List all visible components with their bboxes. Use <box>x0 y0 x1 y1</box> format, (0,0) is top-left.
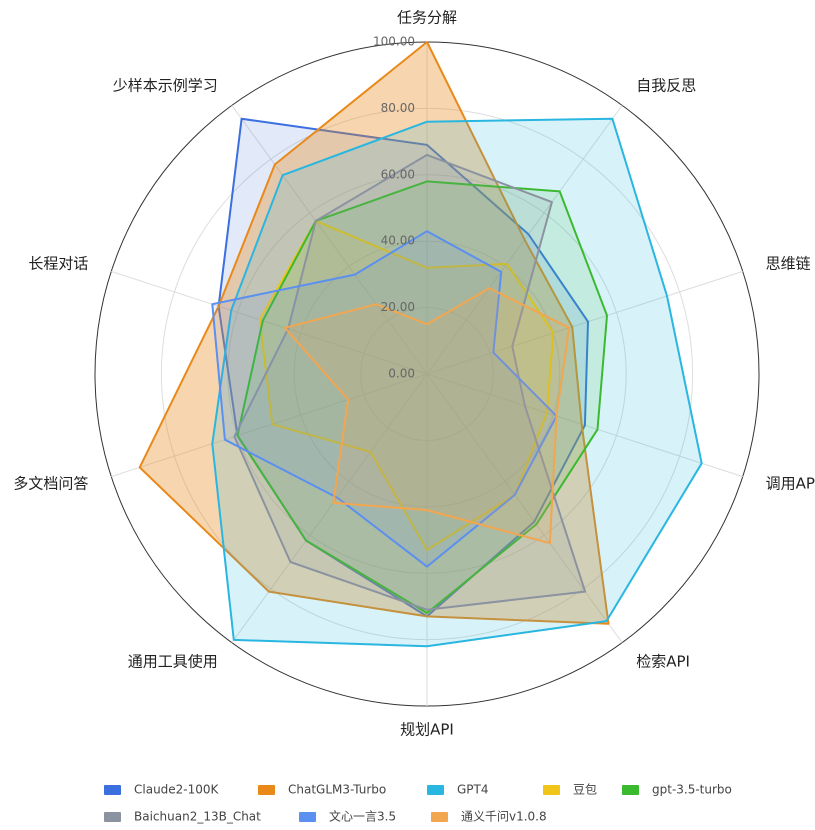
axis-label: 通用工具使用 <box>128 653 218 671</box>
tick-label: 80.00 <box>381 101 415 115</box>
series-area <box>258 219 555 551</box>
legend-swatch <box>427 785 444 795</box>
legend-swatch <box>543 785 560 795</box>
axis-label: 自我反思 <box>636 76 696 94</box>
legend-text: Baichuan2_13B_Chat <box>134 810 261 824</box>
series-area <box>138 41 610 625</box>
axis-label: 思维链 <box>766 254 811 272</box>
radial-line <box>111 270 428 375</box>
series-area <box>233 153 587 611</box>
axis-label: 少样本示例学习 <box>113 76 218 94</box>
legend-text: ChatGLM3-Turbo <box>288 783 386 797</box>
tick-label: 100.00 <box>373 35 415 49</box>
axis-label: 多文档问答 <box>13 475 88 493</box>
series-area <box>211 117 703 648</box>
legend-text: 通义千问v1.0.8 <box>461 810 547 824</box>
legend-swatch <box>431 812 448 822</box>
axis-label: 调用API <box>766 475 815 493</box>
legend-text: 文心一言3.5 <box>329 809 396 824</box>
series-area <box>283 287 571 545</box>
radial-line <box>426 270 743 375</box>
axis-label: 检索API <box>636 653 690 671</box>
radial-line <box>426 373 623 643</box>
legend-swatch <box>299 812 316 822</box>
legend-swatch <box>104 785 121 795</box>
legend-text: GPT4 <box>457 783 489 797</box>
legend-text: gpt-3.5-turbo <box>652 783 732 797</box>
axis-label: 长程对话 <box>28 254 88 272</box>
legend-text: 豆包 <box>573 783 597 797</box>
series-area <box>211 230 558 568</box>
legend-swatch <box>258 785 275 795</box>
radial-line <box>231 105 428 375</box>
axis-label: 规划API <box>400 721 454 739</box>
axis-label: 任务分解 <box>397 9 457 27</box>
tick-label: 20.00 <box>381 300 415 314</box>
series-area <box>236 180 608 614</box>
tick-label: 0.00 <box>388 367 415 381</box>
legend-swatch <box>622 785 639 795</box>
radial-line <box>111 373 428 478</box>
tick-label: 40.00 <box>381 234 415 248</box>
legend-swatch <box>104 812 121 822</box>
tick-label: 60.00 <box>381 167 415 181</box>
radial-line <box>231 373 428 643</box>
legend-text: Claude2-100K <box>134 783 220 797</box>
